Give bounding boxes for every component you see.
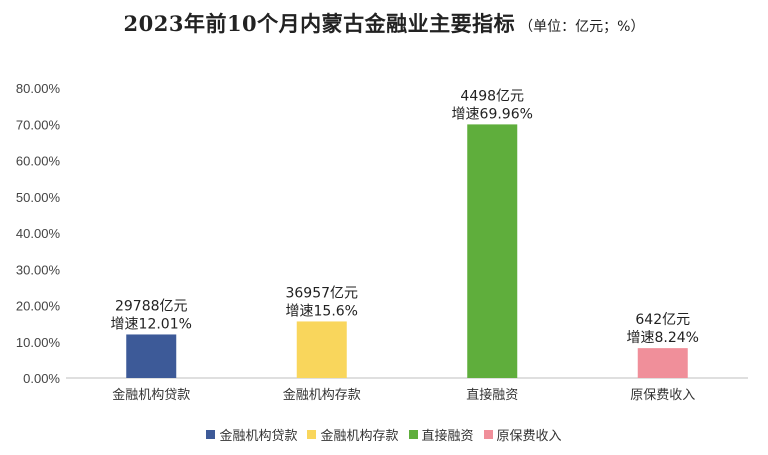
y-tick-label: 70.00%	[16, 117, 61, 132]
bar	[637, 348, 688, 378]
data-label-growth: 增速69.96%	[452, 106, 533, 122]
legend-label: 金融机构贷款	[219, 429, 298, 444]
y-tick-label: 40.00%	[16, 226, 61, 241]
x-tick-label: 金融机构存款	[283, 387, 361, 403]
chart-title-block: 2023年前10个月内蒙古金融业主要指标 （单位：亿元；%）	[0, 8, 768, 38]
data-label-amount: 29788亿元	[115, 298, 188, 314]
legend-swatch	[307, 430, 317, 439]
chart-title: 2023年前10个月内蒙古金融业主要指标	[123, 11, 516, 36]
bar	[296, 321, 347, 378]
data-label-growth: 增速12.01%	[111, 316, 192, 332]
y-tick-label: 50.00%	[16, 190, 61, 205]
data-label-amount: 36957亿元	[285, 285, 358, 301]
legend-label: 原保费收入	[496, 429, 562, 444]
data-label-growth: 增速15.6%	[286, 303, 358, 319]
legend-item: 金融机构贷款	[206, 425, 297, 444]
data-label-amount: 4498亿元	[460, 88, 524, 104]
data-label-growth: 增速8.24%	[627, 330, 699, 346]
y-tick-label: 0.00%	[23, 371, 60, 386]
legend-swatch	[483, 430, 493, 439]
x-tick-label: 直接融资	[466, 387, 518, 403]
legend: 金融机构贷款 金融机构存款 直接融资 原保费收入	[0, 425, 768, 444]
y-tick-label: 60.00%	[16, 154, 61, 169]
x-tick-label: 原保费收入	[630, 388, 695, 403]
unit-note: （单位：亿元；%）	[519, 19, 645, 35]
legend-swatch	[206, 430, 216, 439]
legend-label: 金融机构存款	[320, 429, 399, 444]
x-tick-label: 金融机构贷款	[112, 387, 190, 403]
legend-item: 直接融资	[408, 425, 474, 444]
legend-label: 直接融资	[421, 429, 474, 444]
data-label-amount: 642亿元	[635, 312, 690, 328]
bar	[126, 334, 177, 378]
y-tick-label: 20.00%	[16, 299, 61, 314]
y-tick-label: 80.00%	[16, 81, 61, 96]
legend-item: 原保费收入	[483, 425, 562, 444]
legend-item: 金融机构存款	[307, 425, 399, 444]
y-tick-label: 30.00%	[16, 262, 61, 277]
bar	[467, 124, 518, 379]
legend-swatch	[408, 430, 418, 439]
y-tick-label: 10.00%	[16, 335, 61, 350]
